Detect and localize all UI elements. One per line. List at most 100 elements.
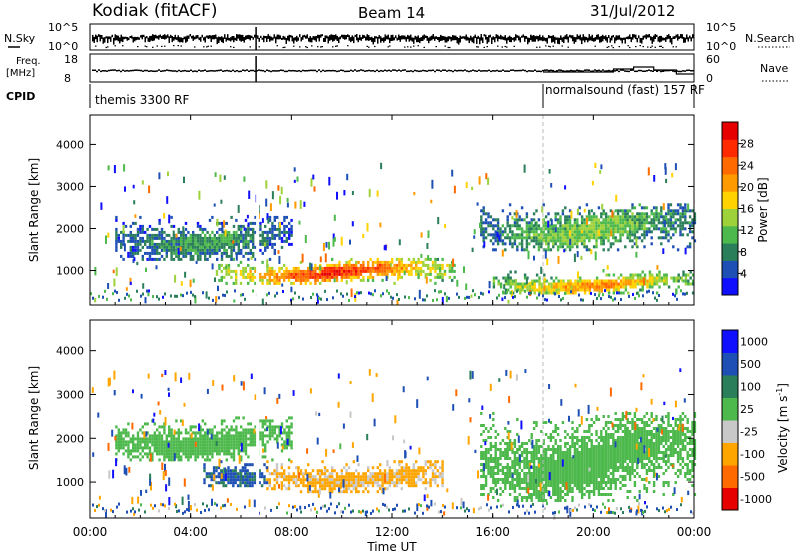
velocity-cell [345, 487, 348, 491]
power-colorbar-tick: 24 [740, 159, 754, 172]
velocity-cell [232, 419, 236, 423]
velocity-cell [355, 484, 358, 488]
velocity-cell [504, 466, 507, 469]
velocity-cell [504, 478, 507, 481]
noise-sample [318, 34, 320, 42]
velocity-cell [556, 472, 560, 475]
power-cell [141, 227, 144, 231]
frequency-sample [632, 69, 634, 71]
power-cell [691, 282, 695, 286]
velocity-cell [542, 499, 545, 502]
velocity-cell [170, 446, 173, 450]
power-cell [321, 278, 324, 282]
velocity-cell [316, 481, 319, 485]
noise-sample [389, 37, 391, 44]
power-cell [395, 269, 399, 273]
power-cell [676, 212, 680, 216]
velocity-cell [501, 478, 505, 481]
velocity-cell [210, 475, 213, 479]
frequency-sample [302, 69, 304, 72]
power-scatter-cell [194, 295, 197, 304]
power-cell [232, 281, 235, 285]
power-cell [271, 266, 274, 270]
power-near-range-cell [124, 296, 126, 300]
frequency-sample [502, 69, 504, 71]
power-cell [180, 230, 183, 234]
velocity-cell [535, 451, 538, 454]
power-cell [540, 285, 544, 289]
velocity-cell [141, 425, 144, 429]
noise-sample [365, 36, 367, 41]
power-cell [208, 233, 212, 237]
frequency-sample [536, 70, 538, 73]
velocity-cell [323, 478, 327, 482]
power-cell [196, 257, 200, 261]
power-cell [580, 236, 584, 240]
noise-sample [519, 37, 521, 43]
cpid-segment-2: normalsound (fast) 157 RF [545, 83, 705, 97]
power-scatter-cell [286, 202, 289, 208]
power-cell [405, 263, 408, 267]
power-scatter-cell [403, 270, 406, 276]
power-cell [259, 227, 262, 231]
power-cell [516, 285, 520, 289]
velocity-cell [484, 475, 488, 478]
velocity-cell [374, 475, 377, 479]
velocity-cell [561, 481, 565, 484]
velocity-cell [501, 469, 505, 472]
frequency-sample [194, 70, 196, 72]
power-cell [242, 239, 245, 243]
velocity-cell [323, 481, 327, 485]
velocity-cell [259, 431, 262, 435]
velocity-cell [542, 454, 545, 457]
power-cell [507, 273, 510, 277]
power-colorbar-tick: 12 [740, 224, 754, 237]
noise-sample [195, 35, 197, 39]
noise-sample [335, 34, 337, 40]
power-cell [376, 272, 379, 276]
power-cell [326, 269, 329, 273]
velocity-cell [554, 439, 557, 442]
velocity-cell [496, 463, 500, 466]
power-cell [228, 233, 231, 237]
frequency-sample [438, 69, 440, 72]
power-cell [495, 276, 498, 280]
velocity-cell [540, 499, 543, 502]
velocity-cell [429, 484, 432, 488]
velocity-cell [264, 446, 267, 450]
frequency-sample [222, 70, 224, 73]
velocity-cell [489, 469, 493, 472]
power-scatter-cell [501, 249, 504, 257]
velocity-cell [151, 440, 154, 444]
velocity-cell [163, 446, 166, 450]
frequency-sample [144, 69, 146, 72]
power-cell [424, 272, 427, 276]
power-cell [631, 279, 635, 283]
velocity-cell [160, 425, 164, 429]
power-cell [617, 285, 620, 289]
noise-sample [597, 34, 599, 40]
velocity-cell [225, 443, 228, 447]
power-cell [580, 233, 584, 237]
velocity-cell [248, 475, 252, 479]
power-cell [504, 227, 507, 231]
power-cell [338, 266, 341, 270]
velocity-cell [530, 454, 533, 457]
velocity-cell [484, 481, 488, 484]
power-cell [189, 254, 192, 258]
velocity-cell [148, 440, 152, 444]
power-cell [535, 227, 538, 231]
velocity-cell [168, 452, 171, 456]
power-near-range-cell [356, 291, 358, 295]
power-cell [201, 239, 204, 243]
power-cell [398, 269, 401, 273]
power-cell [213, 251, 216, 255]
noise-sample [240, 34, 242, 42]
frequency-sample [96, 70, 98, 73]
velocity-cell [220, 449, 224, 453]
frequency-sample [436, 69, 438, 71]
power-cell [163, 257, 166, 261]
power-cell [283, 224, 286, 228]
velocity-cell [225, 425, 228, 429]
